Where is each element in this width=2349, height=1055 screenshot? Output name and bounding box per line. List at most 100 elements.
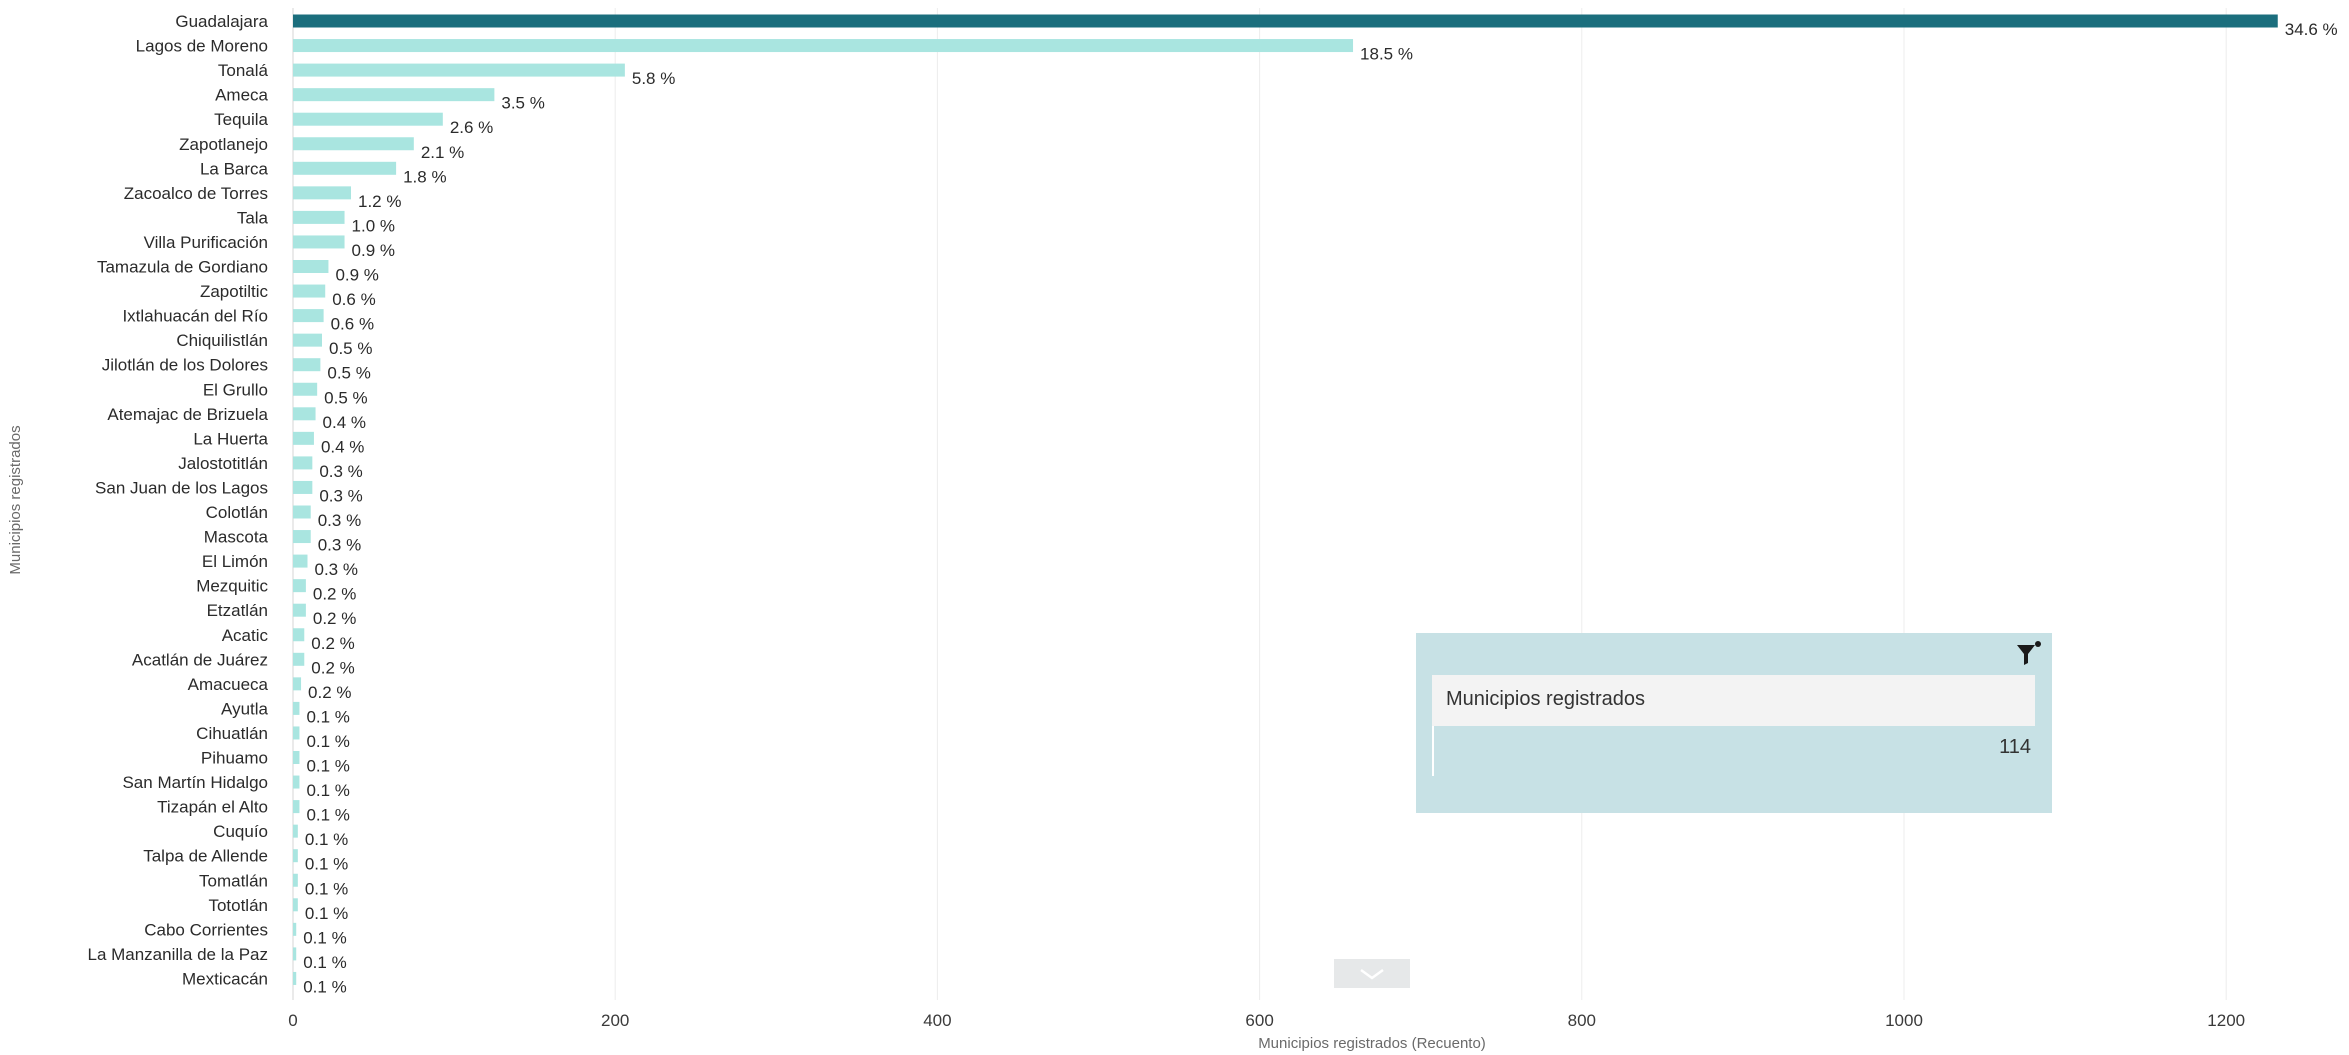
bar-35[interactable] [293, 873, 298, 887]
bar-9[interactable] [293, 235, 345, 249]
bar-16[interactable] [293, 407, 316, 421]
bar-19[interactable] [293, 480, 313, 494]
value-labels: 34.6 % 18.5 % 5.8 % 3.5 % 2.6 % 2.1 % 1.8 %1.2… [303, 20, 2337, 996]
summary-card-divider [1432, 726, 1434, 776]
bar-21[interactable] [293, 530, 311, 544]
category-label: Cihuatlán [196, 724, 268, 743]
bar-24[interactable] [293, 603, 306, 617]
category-label: San Juan de los Lagos [95, 478, 268, 497]
bar-11[interactable] [293, 284, 326, 298]
bar-27[interactable] [293, 677, 302, 691]
data-label: 0.1 % [305, 855, 348, 874]
category-label: Atemajac de Brizuela [107, 405, 268, 424]
bar-4[interactable] [293, 112, 443, 126]
bar-14[interactable] [293, 358, 321, 372]
bar-0[interactable] [293, 14, 2278, 28]
data-label: 0.5 % [327, 364, 370, 383]
bar-34[interactable] [293, 849, 298, 863]
bar-18[interactable] [293, 456, 313, 470]
bar-5[interactable] [293, 137, 414, 151]
data-label: 0.1 % [305, 879, 348, 898]
category-label: Etzatlán [207, 601, 268, 620]
category-label: Acatlán de Juárez [132, 650, 268, 669]
bar-10[interactable] [293, 260, 329, 273]
data-label: 0.3 % [318, 511, 361, 530]
data-label: 0.3 % [319, 486, 362, 505]
data-label: 0.2 % [311, 634, 354, 653]
data-label: 0.1 % [306, 707, 349, 726]
category-label: Tizapán el Alto [157, 798, 268, 817]
bar-37[interactable] [293, 922, 297, 936]
bar-33[interactable] [293, 824, 298, 838]
data-label: 2.1 % [421, 143, 464, 162]
data-label: 0.5 % [329, 339, 372, 358]
bar-6[interactable] [293, 161, 397, 175]
category-label: Ameca [215, 86, 268, 105]
category-label: San Martín Hidalgo [122, 773, 268, 792]
bar-26[interactable] [293, 652, 305, 666]
data-label: 0.1 % [306, 732, 349, 751]
category-label: Ayutla [221, 699, 268, 718]
scroll-down-button[interactable] [1334, 959, 1410, 988]
data-label: 1.2 % [358, 192, 401, 211]
bar-39[interactable] [293, 971, 297, 985]
bar-8[interactable] [293, 210, 345, 224]
summary-card: Municipios registrados 114 [1416, 633, 2052, 813]
category-label: Chiquilistlán [176, 331, 268, 350]
category-label: Lagos de Moreno [136, 37, 268, 56]
bar-15[interactable] [293, 382, 318, 396]
bar-22[interactable] [293, 554, 308, 568]
bar-17[interactable] [293, 431, 314, 445]
summary-card-value: 114 [1999, 736, 2031, 758]
bar-29[interactable] [293, 726, 300, 740]
data-label: 1.8 % [403, 167, 446, 186]
y-axis-title: Municipios registrados [7, 425, 24, 574]
data-label: 0.4 % [321, 437, 364, 456]
data-label: 0.5 % [324, 388, 367, 407]
bar-3[interactable] [293, 88, 495, 102]
data-label: 2.6 % [450, 118, 493, 137]
x-tick-label: 0 [288, 1011, 297, 1030]
category-label: Guadalajara [175, 12, 268, 31]
category-label: Tototlán [208, 896, 268, 915]
category-label: Amacueca [188, 675, 269, 694]
bar-32[interactable] [293, 800, 300, 814]
category-labels: Guadalajara Lagos de Moreno Tonalá Ameca Teq… [87, 12, 268, 988]
category-label: La Huerta [193, 429, 268, 448]
data-label: 34.6 % [2285, 20, 2338, 39]
data-label: 1.0 % [352, 216, 395, 235]
data-label: 0.2 % [313, 609, 356, 628]
category-label: Mexticacán [182, 969, 268, 988]
data-label: 0.3 % [318, 536, 361, 555]
bar-25[interactable] [293, 628, 305, 642]
bar-23[interactable] [293, 579, 306, 593]
bar-12[interactable] [293, 309, 324, 323]
x-tick-label: 1000 [1885, 1011, 1923, 1030]
bar-1[interactable] [293, 39, 1354, 53]
category-label: Mascota [204, 528, 269, 547]
data-label: 0.1 % [303, 977, 346, 996]
bar-38[interactable] [293, 947, 297, 961]
data-label: 0.1 % [303, 953, 346, 972]
data-label: 5.8 % [632, 69, 675, 88]
bar-28[interactable] [293, 701, 300, 715]
bar-31[interactable] [293, 775, 300, 789]
x-tick-label: 200 [601, 1011, 629, 1030]
chevron-down-icon [1360, 968, 1384, 980]
category-label: Cabo Corrientes [144, 920, 268, 939]
data-label: 0.3 % [319, 462, 362, 481]
category-label: Tamazula de Gordiano [97, 258, 268, 277]
category-label: Pihuamo [201, 749, 268, 768]
bar-7[interactable] [293, 186, 351, 200]
bar-2[interactable] [293, 63, 625, 77]
x-tick-label: 800 [1568, 1011, 1596, 1030]
data-label: 0.6 % [332, 290, 375, 309]
bar-13[interactable] [293, 333, 322, 347]
bar-30[interactable] [293, 751, 300, 764]
bar-20[interactable] [293, 505, 311, 519]
data-label: 0.1 % [305, 904, 348, 923]
filter-icon[interactable] [2014, 639, 2044, 669]
data-label: 0.1 % [305, 830, 348, 849]
bar-36[interactable] [293, 898, 298, 912]
